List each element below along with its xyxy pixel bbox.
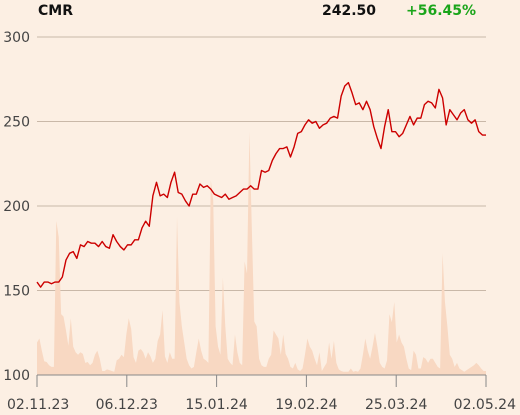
x-tick-label: 02.11.23	[7, 397, 69, 413]
y-tick-label: 200	[3, 199, 30, 215]
gridlines	[37, 36, 486, 291]
x-tick-label: 19.02.24	[275, 397, 337, 413]
last-price: 242.50	[322, 3, 377, 19]
axis-labels: 100 150 200 250 300 02.11.23 06.12.23 15.01.24 1…	[3, 30, 516, 413]
price-series	[36, 81, 486, 288]
y-tick-label: 100	[3, 368, 30, 384]
volume-fill	[37, 131, 486, 375]
price-change-percent: +56.45%	[406, 3, 477, 19]
y-tick-label: 150	[3, 284, 30, 300]
price-line	[36, 81, 486, 288]
volume-area	[37, 131, 486, 375]
x-tick-label: 25.03.24	[365, 397, 427, 413]
y-tick-label: 300	[3, 30, 30, 46]
x-tick-label: 02.05.24	[454, 397, 516, 413]
ticker-label: CMR	[38, 3, 73, 19]
x-tick-label: 06.12.23	[96, 397, 158, 413]
x-axis	[36, 374, 487, 387]
x-tick-label: 15.01.24	[185, 397, 247, 413]
y-tick-label: 250	[3, 115, 30, 131]
